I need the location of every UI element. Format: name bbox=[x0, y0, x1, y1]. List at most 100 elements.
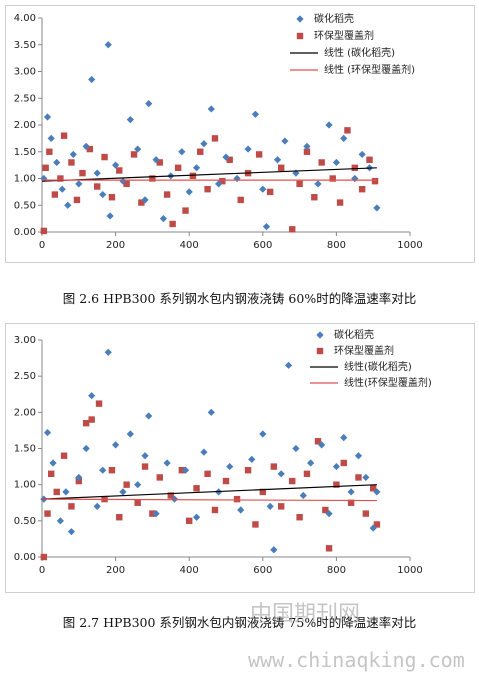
point bbox=[48, 470, 55, 478]
point bbox=[68, 159, 75, 166]
point bbox=[141, 463, 149, 470]
y-tick-label: 1.50 bbox=[14, 147, 36, 158]
point bbox=[219, 177, 226, 185]
legend-label: 碳化稻壳 bbox=[314, 12, 354, 25]
point bbox=[82, 444, 90, 453]
x-tick-label: 0 bbox=[39, 565, 45, 576]
y-tick-label: 0.50 bbox=[14, 516, 36, 527]
point bbox=[370, 485, 377, 492]
x-tick-label: 800 bbox=[327, 240, 346, 251]
legend-label: 碳化稻壳 bbox=[334, 328, 374, 341]
legend-label: 环保型覆盖剂 bbox=[334, 344, 394, 357]
point bbox=[266, 188, 274, 196]
x-tick-label: 200 bbox=[106, 240, 125, 251]
point bbox=[259, 488, 266, 496]
point bbox=[69, 150, 77, 159]
point bbox=[351, 164, 358, 171]
y-tick-label: 2.00 bbox=[14, 120, 36, 131]
point bbox=[314, 438, 322, 445]
point bbox=[185, 188, 193, 196]
point bbox=[178, 467, 186, 474]
point bbox=[358, 150, 366, 159]
point bbox=[355, 474, 362, 481]
point bbox=[149, 510, 156, 517]
point bbox=[289, 226, 296, 233]
point bbox=[130, 151, 138, 158]
point bbox=[215, 180, 223, 188]
point bbox=[362, 510, 370, 517]
point bbox=[252, 521, 259, 528]
point bbox=[134, 499, 141, 506]
point bbox=[73, 196, 81, 204]
point bbox=[193, 485, 200, 492]
point bbox=[75, 473, 83, 482]
y-tick-label: 3.50 bbox=[14, 40, 36, 51]
point bbox=[322, 506, 329, 514]
point bbox=[333, 481, 340, 488]
point bbox=[373, 204, 381, 212]
point bbox=[292, 444, 300, 453]
x-tick-label: 200 bbox=[106, 565, 125, 576]
point bbox=[296, 180, 303, 188]
figure-caption: 图 2.6 HPB300 系列钢水包内钢液浇铸 60%时的降温速率对比 bbox=[62, 291, 417, 306]
point bbox=[79, 169, 86, 177]
point bbox=[278, 164, 285, 171]
point bbox=[159, 215, 168, 223]
point bbox=[192, 513, 201, 521]
point bbox=[167, 492, 174, 499]
legend-marker bbox=[296, 15, 304, 23]
point bbox=[88, 75, 96, 84]
point bbox=[340, 134, 348, 142]
point bbox=[42, 164, 49, 171]
point bbox=[325, 510, 333, 518]
point bbox=[318, 159, 325, 166]
point bbox=[303, 148, 311, 155]
x-tick-label: 1000 bbox=[397, 240, 422, 251]
trend-line bbox=[41, 498, 377, 502]
point bbox=[75, 180, 83, 188]
watermark-title: 中国期刊网 bbox=[250, 602, 361, 627]
point bbox=[123, 180, 130, 188]
watermark-url: www.chinaqking.com bbox=[248, 648, 465, 672]
point bbox=[311, 194, 318, 201]
point bbox=[174, 164, 182, 171]
y-tick-label: 0.50 bbox=[14, 200, 36, 211]
point bbox=[99, 466, 107, 474]
trend-line bbox=[41, 167, 377, 182]
y-tick-label: 3.00 bbox=[14, 67, 36, 78]
y-tick-label: 1.00 bbox=[14, 480, 36, 491]
figure-caption: 图 2.7 HPB300 系列钢水包内钢液浇铸 75%时的降温速率对比 bbox=[62, 615, 417, 630]
point bbox=[284, 361, 293, 369]
point bbox=[58, 185, 66, 193]
point bbox=[57, 175, 64, 182]
point bbox=[233, 495, 241, 503]
point bbox=[86, 145, 94, 153]
point bbox=[211, 135, 219, 142]
point bbox=[47, 134, 55, 142]
point bbox=[40, 227, 48, 235]
point bbox=[116, 514, 123, 521]
chart-figure: 0.00 0.50 1.00 1.50 2.00 2.50 3.00 0 200 400 600 80… bbox=[5, 323, 475, 593]
legend-label: 环保型覆盖剂 bbox=[314, 29, 374, 42]
point bbox=[43, 113, 52, 121]
legend-label: 线性(环保型覆盖剂) bbox=[344, 376, 432, 389]
point bbox=[332, 158, 340, 167]
point bbox=[226, 156, 233, 163]
point bbox=[200, 140, 208, 148]
x-tick-label: 1000 bbox=[397, 565, 422, 576]
point bbox=[43, 428, 52, 437]
point bbox=[163, 459, 171, 467]
point bbox=[94, 183, 101, 190]
point bbox=[278, 503, 285, 510]
point bbox=[182, 207, 189, 214]
point bbox=[307, 459, 315, 467]
y-tick-label: 4.00 bbox=[14, 13, 36, 24]
point bbox=[299, 491, 307, 500]
point bbox=[325, 121, 333, 129]
legend-marker bbox=[296, 32, 304, 40]
legend-marker bbox=[316, 347, 324, 355]
y-tick-label: 1.00 bbox=[14, 174, 36, 185]
point bbox=[141, 452, 149, 460]
point bbox=[40, 553, 48, 561]
